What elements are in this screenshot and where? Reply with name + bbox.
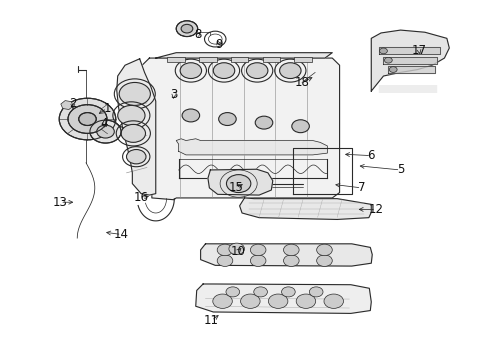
Polygon shape — [195, 284, 370, 314]
Circle shape — [182, 109, 199, 122]
Text: 11: 11 — [203, 314, 219, 327]
Circle shape — [119, 82, 150, 105]
Polygon shape — [156, 53, 331, 58]
Polygon shape — [176, 139, 327, 155]
Circle shape — [283, 255, 299, 266]
Circle shape — [379, 48, 386, 54]
Text: 3: 3 — [170, 88, 177, 101]
Polygon shape — [378, 47, 439, 54]
Polygon shape — [142, 58, 339, 200]
Circle shape — [246, 63, 267, 78]
Circle shape — [121, 125, 145, 142]
Text: 4: 4 — [101, 117, 108, 130]
Polygon shape — [383, 57, 436, 64]
Polygon shape — [207, 169, 272, 195]
Circle shape — [388, 67, 396, 72]
Circle shape — [240, 294, 260, 309]
Polygon shape — [117, 59, 156, 195]
Circle shape — [228, 243, 244, 255]
Circle shape — [176, 21, 197, 37]
Circle shape — [250, 244, 265, 256]
Circle shape — [296, 294, 315, 309]
Circle shape — [316, 255, 331, 266]
Text: 13: 13 — [53, 196, 67, 209]
Text: 7: 7 — [357, 181, 365, 194]
Bar — [167, 57, 184, 62]
Bar — [199, 57, 216, 62]
Circle shape — [255, 116, 272, 129]
Text: 16: 16 — [133, 191, 148, 204]
Circle shape — [291, 120, 309, 133]
Circle shape — [316, 244, 331, 256]
Text: 14: 14 — [114, 228, 129, 241]
Circle shape — [212, 294, 232, 309]
Circle shape — [126, 149, 146, 164]
Text: 8: 8 — [194, 28, 201, 41]
Text: 12: 12 — [368, 203, 383, 216]
Circle shape — [250, 255, 265, 266]
Text: 15: 15 — [228, 181, 243, 194]
Circle shape — [226, 175, 250, 193]
Circle shape — [225, 287, 239, 297]
Bar — [230, 57, 248, 62]
Polygon shape — [387, 66, 434, 73]
Circle shape — [180, 63, 201, 78]
Circle shape — [384, 57, 391, 63]
Text: 18: 18 — [294, 76, 309, 89]
Text: 1: 1 — [103, 102, 110, 115]
Text: 6: 6 — [367, 149, 374, 162]
Text: 10: 10 — [230, 245, 244, 258]
Circle shape — [281, 287, 295, 297]
Circle shape — [213, 63, 234, 78]
Circle shape — [217, 244, 232, 256]
Polygon shape — [200, 244, 371, 266]
Circle shape — [218, 113, 236, 126]
Circle shape — [90, 120, 121, 143]
Text: 17: 17 — [411, 44, 426, 57]
Bar — [262, 57, 280, 62]
Polygon shape — [239, 198, 370, 220]
Circle shape — [217, 255, 232, 266]
Polygon shape — [370, 30, 448, 91]
Text: 9: 9 — [214, 38, 222, 51]
Circle shape — [181, 24, 192, 33]
Circle shape — [279, 63, 301, 78]
Circle shape — [68, 105, 107, 134]
Circle shape — [253, 287, 267, 297]
Circle shape — [283, 244, 299, 256]
Circle shape — [97, 125, 114, 138]
Circle shape — [268, 294, 287, 309]
Text: 2: 2 — [69, 98, 77, 111]
Bar — [294, 57, 311, 62]
Circle shape — [59, 98, 116, 140]
Circle shape — [79, 113, 96, 126]
Circle shape — [324, 294, 343, 309]
Circle shape — [118, 105, 145, 126]
Circle shape — [309, 287, 323, 297]
Text: 5: 5 — [396, 163, 404, 176]
